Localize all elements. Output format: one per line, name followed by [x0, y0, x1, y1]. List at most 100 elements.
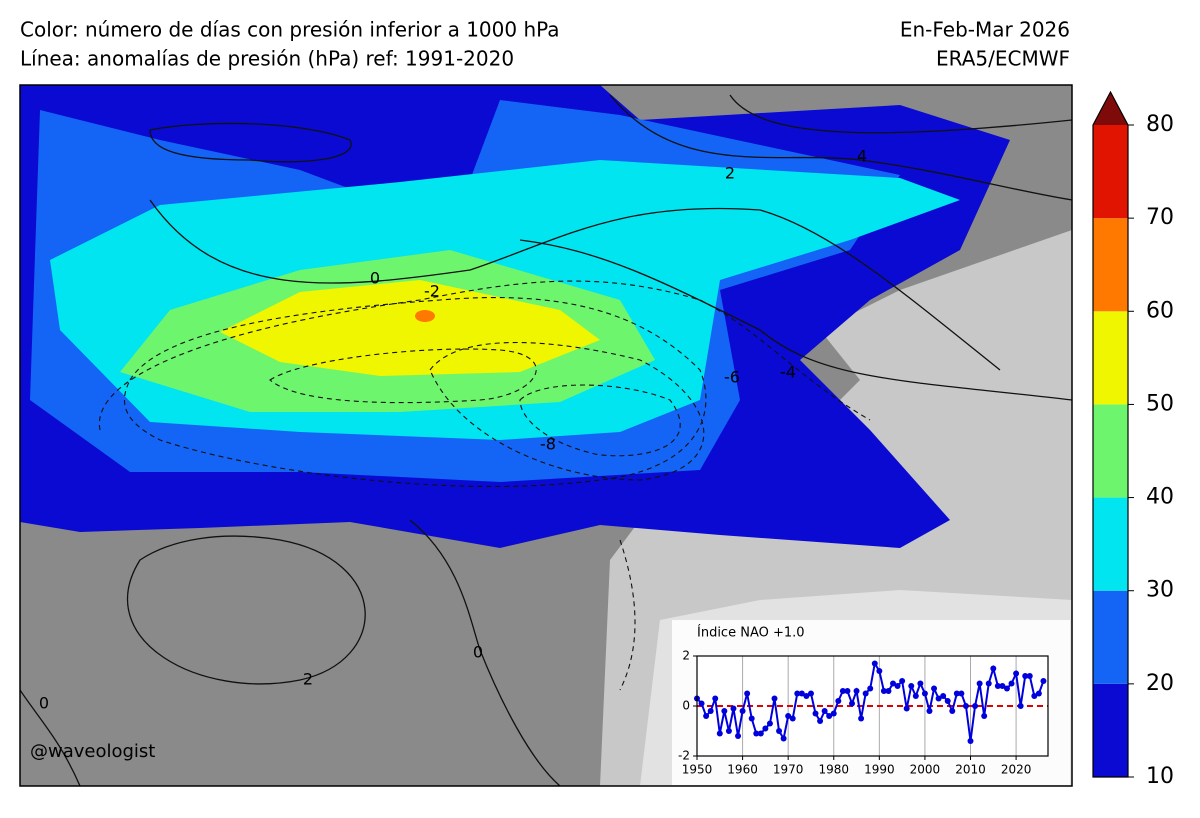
x-tick-label: 2010: [955, 763, 986, 777]
contours: [20, 94, 1072, 786]
nao-point: [721, 708, 728, 714]
nao-point: [935, 695, 942, 702]
nao-point: [1003, 685, 1010, 692]
nao-point: [985, 680, 992, 687]
x-tick-label: 1980: [818, 763, 849, 777]
contour-label: -6: [724, 368, 740, 387]
nao-point: [1026, 673, 1033, 679]
nao-point: [848, 700, 855, 707]
nao-point: [917, 680, 924, 687]
colorbar: 10 20 30 40 50 60 70 80: [1092, 90, 1174, 789]
nao-point: [780, 735, 787, 742]
nao-point: [748, 715, 755, 722]
nao-point: [1040, 678, 1047, 684]
nao-point: [990, 665, 997, 672]
nao-point: [821, 708, 828, 714]
nao-point: [844, 688, 851, 694]
nao-point: [1017, 703, 1024, 709]
nao-point: [798, 690, 805, 697]
nao-point: [703, 713, 710, 719]
nao-point: [880, 688, 887, 694]
y-tick-label: 2: [682, 649, 690, 663]
plot-frame: [696, 655, 1049, 757]
nao-point: [876, 668, 883, 674]
colorbar-tick-label: 10: [1146, 764, 1174, 789]
contour-label: -8: [540, 435, 556, 454]
nao-point: [1022, 673, 1029, 679]
nao-point: [908, 683, 915, 689]
nao-point: [853, 688, 860, 694]
nao-point: [967, 738, 974, 744]
nao-point: [899, 678, 906, 684]
contour-label: 0: [370, 269, 380, 288]
x-tick-label: 1950: [682, 763, 713, 777]
nao-point: [725, 728, 732, 734]
nao-point: [739, 708, 746, 714]
colorbar-band: [1093, 683, 1128, 777]
nao-point: [812, 710, 819, 717]
x-tick-label: 1990: [864, 763, 895, 777]
nao-point: [716, 730, 723, 737]
nao-point: [839, 688, 846, 694]
nao-point: [817, 718, 824, 724]
nao-point: [1031, 693, 1038, 699]
nao-point: [707, 708, 714, 714]
contour-label: 0: [473, 643, 483, 662]
nao-point: [698, 700, 705, 707]
y-tick-label: 0: [682, 699, 690, 713]
header-line: Línea: anomalías de presión (hPa) ref: 1…: [20, 47, 514, 71]
colorbar-tick-label: 50: [1146, 391, 1174, 416]
nao-point: [753, 730, 760, 737]
contour-label: 2: [725, 164, 735, 183]
nao-point: [944, 698, 951, 704]
nao-point: [789, 715, 796, 722]
header-right: ERA5/ECMWF: [936, 47, 1070, 71]
colorbar-extend: [1093, 92, 1128, 125]
colorbar-band: [1093, 125, 1128, 219]
nao-point: [794, 690, 801, 697]
colorbar-tick-label: 60: [1146, 298, 1174, 323]
colorbar-frame: [1092, 90, 1129, 778]
nao-point: [858, 715, 865, 722]
x-tick-label: 1960: [727, 763, 758, 777]
contour-label: -4: [780, 363, 796, 382]
nao-point: [921, 690, 928, 697]
nao-point: [994, 683, 1001, 689]
nao-point: [744, 690, 751, 697]
nao-point: [735, 733, 742, 739]
nao-point: [830, 710, 837, 717]
colorbar-band: [1093, 497, 1128, 591]
nao-point: [903, 705, 910, 712]
x-tick-label: 2000: [910, 763, 941, 777]
nao-point: [712, 695, 719, 702]
colorbar-tick-label: 20: [1146, 671, 1174, 696]
inset-title: Índice NAO +1.0: [697, 625, 805, 641]
nao-point: [931, 685, 938, 692]
contour-label: 2: [303, 670, 313, 689]
x-tick-label: 1970: [773, 763, 804, 777]
x-tick-label: 2020: [1001, 763, 1032, 777]
colorbar-tick-label: 30: [1146, 578, 1174, 603]
field: [220, 280, 600, 376]
nao-point: [785, 713, 792, 719]
credit: @waveologist: [30, 741, 155, 762]
header-right: En-Feb-Mar 2026: [900, 18, 1070, 42]
nao-point: [835, 698, 842, 704]
contour-label: -2: [424, 282, 440, 301]
nao-point: [890, 680, 897, 687]
nao-point: [894, 683, 901, 689]
contour-labels: 0 -2 2 4 -4 -6 -8 0 2 0: [39, 147, 867, 713]
map-frame: [19, 84, 1073, 787]
nao-point: [826, 713, 833, 719]
nao-point: [926, 708, 933, 714]
nao-point: [807, 690, 814, 697]
nao-point: [912, 693, 919, 699]
nao-point: [940, 693, 947, 699]
contour-label: 0: [39, 694, 49, 713]
colorbar-tick-label: 80: [1146, 112, 1174, 137]
nao-point: [762, 725, 769, 732]
nao-point: [981, 713, 988, 719]
colorbar-band: [1093, 218, 1128, 312]
nao-point: [771, 695, 778, 702]
nao-point: [953, 690, 960, 697]
